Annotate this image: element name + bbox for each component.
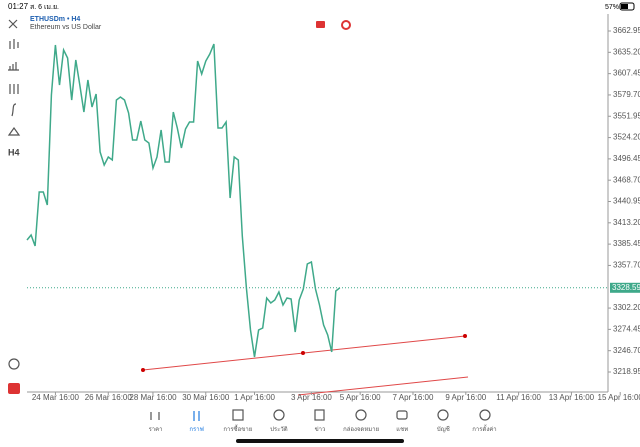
nav-icon[interactable] — [232, 409, 244, 421]
nav-item[interactable]: บัญชี — [436, 427, 450, 433]
x-tick-label: 11 Apr 16:00 — [496, 393, 541, 402]
x-tick-label: 30 Mar 16:00 — [182, 393, 230, 402]
nav-item[interactable]: ราคา — [148, 427, 163, 433]
indicators-tool[interactable] — [9, 84, 19, 94]
x-tick-label: 5 Apr 16:00 — [340, 393, 381, 402]
y-tick-label: 3579.70 — [613, 90, 640, 99]
nav-icon[interactable] — [437, 409, 449, 421]
nav-icon[interactable] — [355, 409, 367, 421]
indicator-icon[interactable] — [341, 20, 351, 30]
price-line — [26, 43, 341, 358]
x-tick-label: 13 Apr 16:00 — [549, 393, 595, 402]
y-tick-label: 3385.45 — [613, 239, 640, 248]
status-date: ส. 6 เม.ย. — [30, 4, 59, 11]
symbol-description: Ethereum vs US Dollar — [30, 24, 102, 31]
chart-type-tool[interactable] — [9, 39, 19, 49]
nav-item[interactable]: แชท — [396, 427, 409, 433]
trade-icon[interactable] — [316, 21, 325, 28]
nav-item[interactable]: การตั้งค่า — [472, 427, 497, 433]
y-tick-label: 3302.20 — [613, 303, 640, 312]
y-tick-label: 3218.95 — [613, 367, 640, 376]
nav-icon[interactable] — [314, 409, 325, 421]
y-tick-label: 3413.20 — [613, 218, 640, 227]
trend-point[interactable] — [301, 351, 305, 355]
nav-icon[interactable] — [273, 409, 285, 421]
x-tick-label: 7 Apr 16:00 — [393, 393, 434, 402]
nav-item[interactable]: ประวัติ — [270, 427, 288, 433]
trend-point[interactable] — [141, 368, 145, 372]
last-price-box — [610, 282, 640, 293]
nav-icon[interactable] — [396, 410, 408, 420]
y-tick-label: 3246.70 — [613, 346, 640, 355]
battery-level — [621, 4, 628, 9]
volume-tool[interactable] — [8, 62, 19, 71]
function-tool[interactable] — [11, 103, 17, 117]
bottom-nav: ราคา กราฟ การซื้อขาย ประวัติ ข่าว กล่องจดหมาย… — [135, 405, 505, 435]
y-tick-label: 3274.45 — [613, 324, 640, 333]
trend-point[interactable] — [463, 334, 467, 338]
x-tick-label: 15 Apr 16:00 — [598, 393, 640, 402]
y-tick-label: 3496.45 — [613, 154, 640, 163]
x-tick-label: 9 Apr 16:00 — [445, 393, 486, 402]
y-tick-label: 3551.95 — [613, 111, 640, 120]
objects-tool[interactable] — [7, 126, 21, 136]
battery-icon — [619, 2, 635, 11]
x-tick-label: 3 Apr 16:00 — [291, 393, 332, 402]
status-time: 01:27 — [8, 2, 29, 11]
nav-item[interactable]: กราฟ — [189, 427, 204, 433]
nav-icon[interactable] — [150, 412, 160, 420]
alert-tool[interactable] — [8, 358, 20, 370]
crosshair-tool[interactable] — [8, 19, 18, 29]
nav-icon[interactable] — [479, 409, 491, 421]
x-tick-label: 26 Mar 16:00 — [85, 393, 133, 402]
battery-text: 57% — [605, 4, 619, 11]
last-price-label: 3328.59 — [612, 283, 640, 292]
y-tick-label: 3440.95 — [613, 197, 640, 206]
y-tick-label: 3468.70 — [613, 175, 640, 184]
left-toolbar — [7, 19, 21, 370]
nav-icon[interactable] — [193, 411, 200, 421]
x-tick-label: 24 Mar 16:00 — [32, 393, 80, 402]
trend-line[interactable] — [297, 376, 469, 396]
x-tick-label: 1 Apr 16:00 — [234, 393, 275, 402]
app-icon[interactable] — [8, 383, 20, 394]
nav-item[interactable]: ข่าว — [314, 427, 326, 433]
y-tick-label: 3635.20 — [613, 47, 640, 56]
symbol: ETHUSDm • H4 — [30, 16, 80, 23]
nav-item[interactable]: กล่องจดหมาย — [343, 427, 380, 433]
y-tick-label: 3607.45 — [613, 69, 640, 78]
y-tick-label: 3357.70 — [613, 261, 640, 270]
y-tick-label: 3524.20 — [613, 133, 640, 142]
home-indicator — [236, 439, 404, 443]
timeframe-button[interactable]: H4 — [8, 147, 20, 157]
x-tick-label: 28 Mar 16:00 — [129, 393, 177, 402]
nav-icons — [150, 409, 491, 421]
nav-item[interactable]: การซื้อขาย — [223, 427, 253, 433]
y-tick-label: 3662.95 — [613, 26, 640, 35]
